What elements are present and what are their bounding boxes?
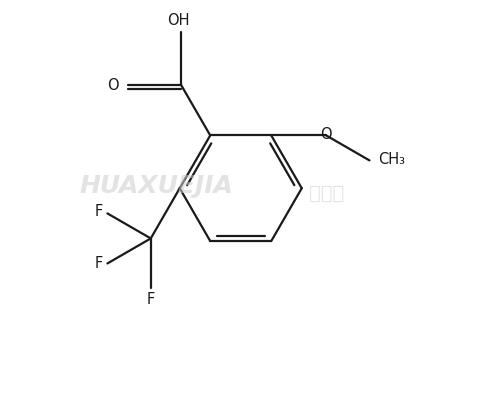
Text: F: F — [94, 256, 103, 271]
Text: OH: OH — [167, 13, 190, 28]
Text: F: F — [147, 292, 155, 307]
Text: O: O — [107, 78, 119, 93]
Text: HUAXUEJIA: HUAXUEJIA — [80, 174, 233, 198]
Text: F: F — [94, 204, 103, 219]
Text: CH₃: CH₃ — [378, 152, 405, 167]
Text: O: O — [320, 128, 332, 143]
Text: 化学加: 化学加 — [309, 184, 344, 203]
